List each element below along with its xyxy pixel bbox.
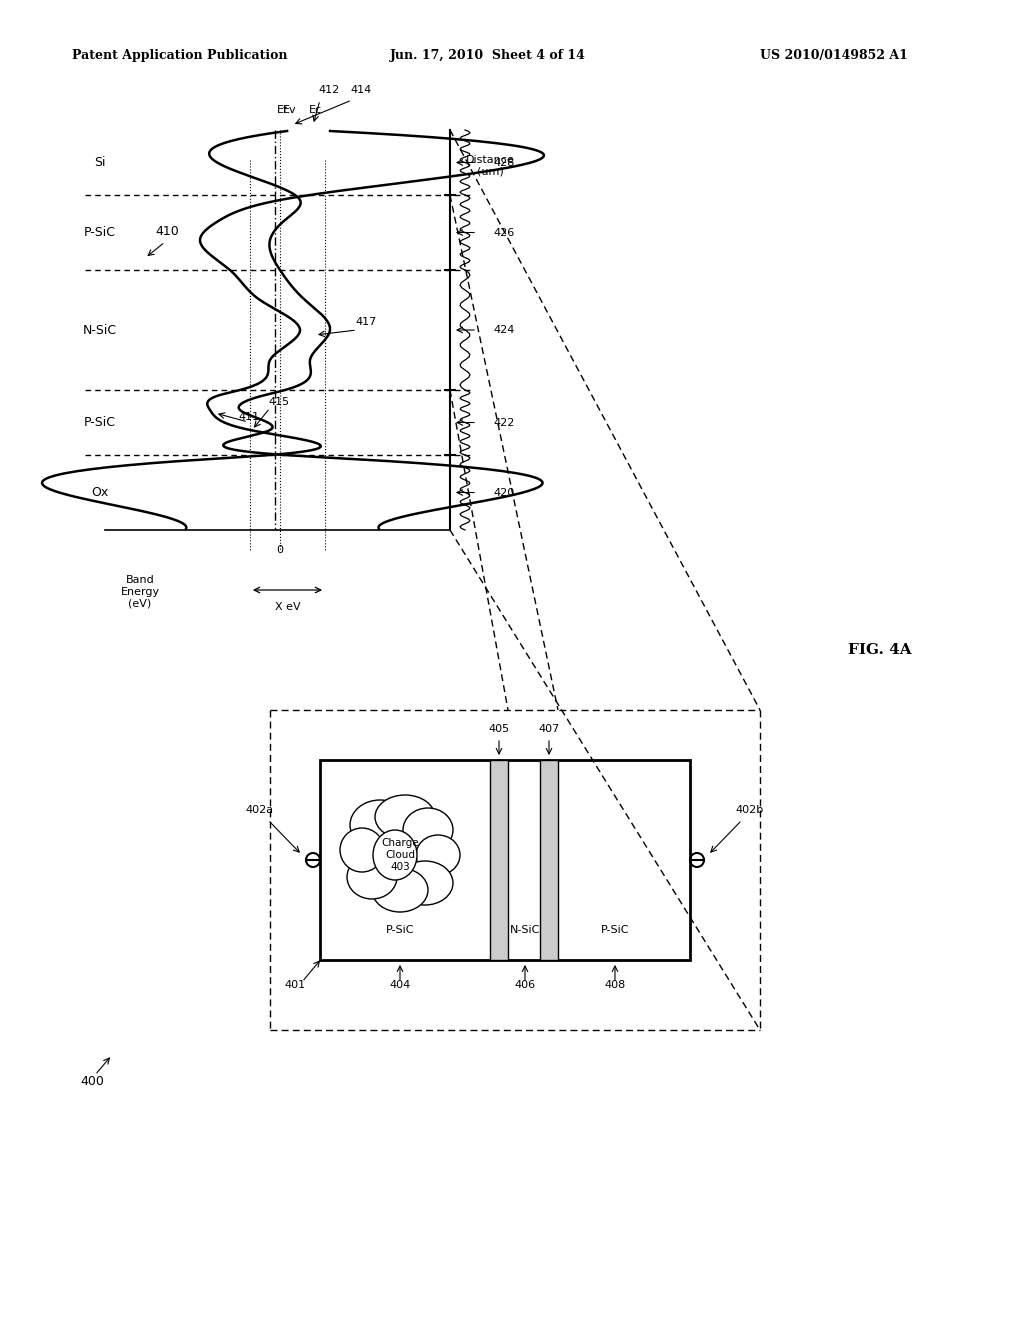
Text: N-SiC: N-SiC bbox=[83, 323, 117, 337]
Ellipse shape bbox=[373, 830, 417, 880]
Text: Ec: Ec bbox=[308, 106, 322, 115]
Text: 405: 405 bbox=[488, 723, 510, 734]
Text: 411: 411 bbox=[238, 412, 259, 422]
Text: Ef: Ef bbox=[278, 106, 288, 115]
Text: Distance
(um): Distance (um) bbox=[466, 154, 514, 177]
Text: FIG. 4A: FIG. 4A bbox=[848, 643, 911, 657]
Text: N-SiC: N-SiC bbox=[510, 925, 541, 935]
Text: 420: 420 bbox=[493, 487, 514, 498]
Text: Ev: Ev bbox=[284, 106, 297, 115]
Text: 417: 417 bbox=[355, 317, 376, 327]
Text: 424: 424 bbox=[493, 325, 514, 335]
Text: Si: Si bbox=[94, 156, 105, 169]
Text: 428: 428 bbox=[493, 157, 514, 168]
Ellipse shape bbox=[347, 855, 397, 899]
Text: 412: 412 bbox=[318, 84, 339, 95]
Text: Jun. 17, 2010  Sheet 4 of 14: Jun. 17, 2010 Sheet 4 of 14 bbox=[390, 49, 586, 62]
Text: P-SiC: P-SiC bbox=[386, 925, 415, 935]
Ellipse shape bbox=[375, 795, 435, 840]
Text: Band
Energy
(eV): Band Energy (eV) bbox=[121, 576, 160, 609]
Text: US 2010/0149852 A1: US 2010/0149852 A1 bbox=[760, 49, 908, 62]
Text: Ox: Ox bbox=[91, 486, 109, 499]
Text: X eV: X eV bbox=[274, 602, 300, 612]
Bar bbox=[540, 760, 558, 960]
Ellipse shape bbox=[397, 861, 453, 906]
Text: 0: 0 bbox=[276, 545, 284, 554]
Text: 410: 410 bbox=[155, 224, 179, 238]
Text: 402b: 402b bbox=[736, 805, 764, 814]
Text: Charge
Cloud
403: Charge Cloud 403 bbox=[381, 838, 419, 871]
Text: P-SiC: P-SiC bbox=[84, 226, 116, 239]
Text: 415: 415 bbox=[268, 397, 289, 407]
Text: 404: 404 bbox=[389, 979, 411, 990]
Text: 407: 407 bbox=[539, 723, 560, 734]
Bar bbox=[319, 760, 690, 960]
Text: 406: 406 bbox=[514, 979, 536, 990]
Text: 402a: 402a bbox=[246, 805, 274, 814]
Text: 408: 408 bbox=[604, 979, 626, 990]
Ellipse shape bbox=[416, 836, 460, 875]
Text: 401: 401 bbox=[285, 979, 305, 990]
Bar bbox=[490, 760, 508, 960]
Text: 422: 422 bbox=[493, 417, 514, 428]
Ellipse shape bbox=[403, 808, 453, 851]
Ellipse shape bbox=[350, 800, 410, 850]
Text: P-SiC: P-SiC bbox=[84, 416, 116, 429]
Text: 426: 426 bbox=[493, 227, 514, 238]
Text: 414: 414 bbox=[350, 84, 372, 95]
Ellipse shape bbox=[340, 828, 384, 873]
Ellipse shape bbox=[372, 869, 428, 912]
Text: P-SiC: P-SiC bbox=[601, 925, 630, 935]
Text: Patent Application Publication: Patent Application Publication bbox=[72, 49, 288, 62]
Text: 400: 400 bbox=[80, 1074, 103, 1088]
